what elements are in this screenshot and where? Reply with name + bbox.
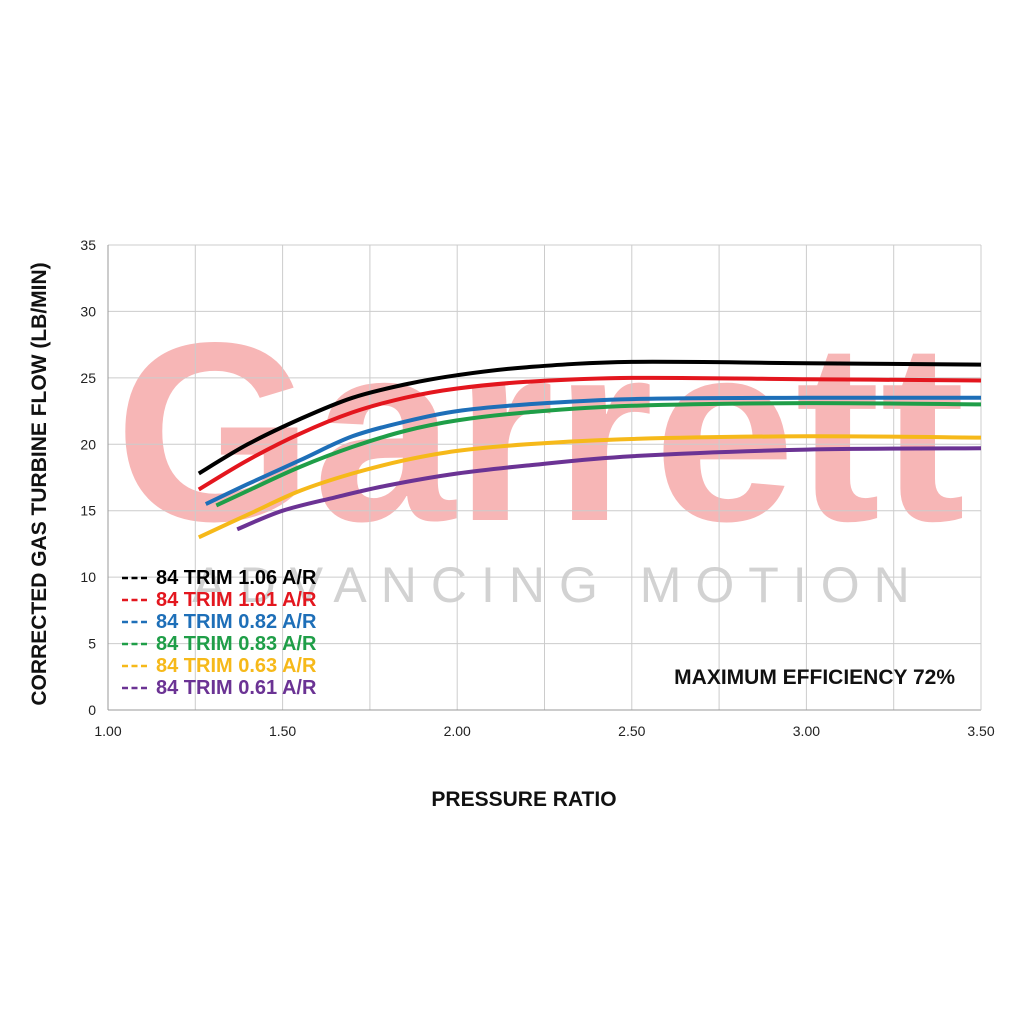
y-axis-title: CORRECTED GAS TURBINE FLOW (LB/MIN) — [28, 262, 51, 705]
legend-label: 84 TRIM 0.83 A/R — [156, 633, 317, 655]
y-tick-label: 0 — [88, 702, 96, 718]
watermark-tagline: ADVANCING MOTION — [192, 557, 923, 613]
x-tick-label: 1.00 — [94, 723, 121, 739]
legend-label: 84 TRIM 0.61 A/R — [156, 677, 317, 699]
x-axis-ticks: 1.00 1.50 2.00 2.50 3.00 3.50 — [94, 723, 994, 739]
legend-label: 84 TRIM 1.06 A/R — [156, 567, 317, 589]
y-tick-label: 15 — [80, 503, 96, 519]
series-lines — [197, 359, 982, 540]
x-tick-label: 1.50 — [269, 723, 296, 739]
legend-label: 84 TRIM 1.01 A/R — [156, 589, 317, 611]
series-line — [236, 446, 982, 532]
x-tick-label: 3.00 — [793, 723, 820, 739]
y-tick-label: 20 — [80, 436, 96, 452]
series-line — [204, 395, 982, 506]
y-tick-label: 30 — [80, 303, 96, 319]
grid — [108, 244, 981, 710]
watermark-brand: Garrett — [115, 290, 965, 575]
y-tick-label: 10 — [80, 569, 96, 585]
y-tick-label: 35 — [80, 237, 96, 253]
plot-area — [107, 245, 982, 711]
brand-watermark: Garrett ADVANCING MOTION — [115, 290, 965, 613]
series-line — [197, 375, 982, 492]
x-tick-label: 2.00 — [444, 723, 471, 739]
x-tick-label: 2.50 — [618, 723, 645, 739]
legend-label: 84 TRIM 0.82 A/R — [156, 611, 317, 633]
max-efficiency-annotation: MAXIMUM EFFICIENCY 72% — [674, 666, 955, 689]
y-tick-label: 25 — [80, 370, 96, 386]
legend: 84 TRIM 1.06 A/R84 TRIM 1.01 A/R84 TRIM … — [122, 567, 317, 699]
series-line — [197, 434, 982, 540]
y-tick-label: 5 — [88, 636, 96, 652]
series-line — [197, 359, 982, 476]
legend-label: 84 TRIM 0.63 A/R — [156, 655, 317, 677]
x-axis-title: PRESSURE RATIO — [431, 788, 616, 811]
series-line — [215, 401, 982, 508]
x-tick-label: 3.50 — [967, 723, 994, 739]
y-axis-ticks: 0 5 10 15 20 25 30 35 — [80, 237, 96, 718]
